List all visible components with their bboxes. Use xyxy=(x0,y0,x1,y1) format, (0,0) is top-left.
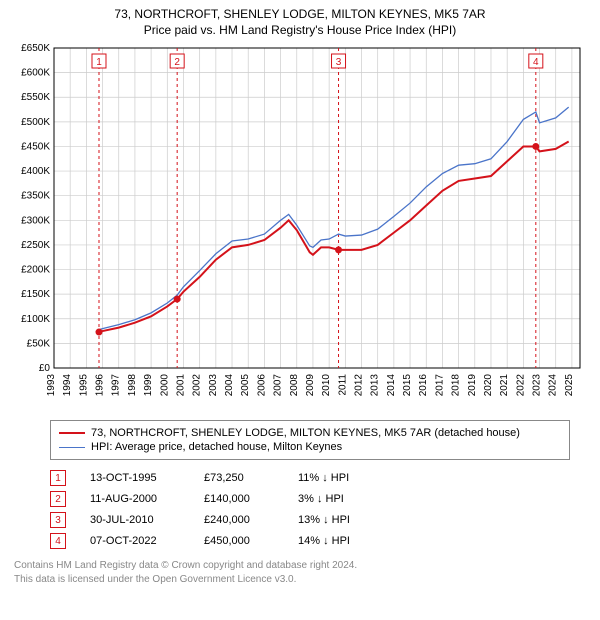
sale-date: 07-OCT-2022 xyxy=(90,535,180,547)
svg-text:£600K: £600K xyxy=(21,68,50,79)
svg-text:2: 2 xyxy=(174,57,180,68)
svg-text:£550K: £550K xyxy=(21,93,50,104)
sale-price: £240,000 xyxy=(204,514,274,526)
sale-table: 1 13-OCT-1995 £73,250 11% ↓ HPI 2 11-AUG… xyxy=(50,470,570,549)
footer-line2: This data is licensed under the Open Gov… xyxy=(14,573,590,587)
svg-text:£0: £0 xyxy=(39,363,51,374)
svg-text:2011: 2011 xyxy=(337,374,348,396)
page: 73, NORTHCROFT, SHENLEY LODGE, MILTON KE… xyxy=(0,0,600,620)
svg-text:1: 1 xyxy=(96,57,102,68)
svg-text:1993: 1993 xyxy=(46,374,57,397)
svg-text:2023: 2023 xyxy=(532,374,543,397)
sale-pct: 11% ↓ HPI xyxy=(298,472,388,484)
footer: Contains HM Land Registry data © Crown c… xyxy=(14,559,590,586)
legend-label-property: 73, NORTHCROFT, SHENLEY LODGE, MILTON KE… xyxy=(91,427,520,439)
title-line1: 73, NORTHCROFT, SHENLEY LODGE, MILTON KE… xyxy=(0,6,600,22)
svg-text:£250K: £250K xyxy=(21,240,50,251)
svg-text:£650K: £650K xyxy=(21,43,50,54)
svg-text:£100K: £100K xyxy=(21,314,50,325)
svg-text:2007: 2007 xyxy=(273,374,284,397)
svg-text:2000: 2000 xyxy=(159,374,170,397)
svg-text:£400K: £400K xyxy=(21,166,50,177)
svg-text:1997: 1997 xyxy=(111,374,122,397)
svg-text:1998: 1998 xyxy=(127,374,138,397)
footer-line1: Contains HM Land Registry data © Crown c… xyxy=(14,559,590,573)
svg-text:2021: 2021 xyxy=(499,374,510,397)
svg-text:£150K: £150K xyxy=(21,290,50,301)
sale-price: £73,250 xyxy=(204,472,274,484)
sale-price: £140,000 xyxy=(204,493,274,505)
svg-text:2013: 2013 xyxy=(370,374,381,397)
sale-price: £450,000 xyxy=(204,535,274,547)
sale-date: 30-JUL-2010 xyxy=(90,514,180,526)
svg-text:£500K: £500K xyxy=(21,117,50,128)
svg-text:2002: 2002 xyxy=(192,374,203,397)
table-row: 1 13-OCT-1995 £73,250 11% ↓ HPI xyxy=(50,470,570,486)
svg-text:4: 4 xyxy=(533,57,539,68)
legend-label-hpi: HPI: Average price, detached house, Milt… xyxy=(91,441,342,453)
chart-area: £0 £50K £100K £150K £200K £250K £300K £350K £400… xyxy=(10,42,590,412)
legend: 73, NORTHCROFT, SHENLEY LODGE, MILTON KE… xyxy=(50,420,570,460)
table-row: 4 07-OCT-2022 £450,000 14% ↓ HPI xyxy=(50,533,570,549)
svg-text:2015: 2015 xyxy=(402,374,413,397)
sale-pct: 14% ↓ HPI xyxy=(298,535,388,547)
legend-row-property: 73, NORTHCROFT, SHENLEY LODGE, MILTON KE… xyxy=(59,427,561,439)
svg-text:£200K: £200K xyxy=(21,265,50,276)
svg-text:£50K: £50K xyxy=(27,339,51,350)
svg-text:1996: 1996 xyxy=(95,374,106,397)
marker-badge: 1 xyxy=(50,470,66,486)
svg-text:2010: 2010 xyxy=(321,374,332,397)
svg-text:1994: 1994 xyxy=(62,374,73,397)
svg-text:2018: 2018 xyxy=(451,374,462,397)
svg-text:2009: 2009 xyxy=(305,374,316,397)
svg-text:2016: 2016 xyxy=(418,374,429,397)
svg-text:3: 3 xyxy=(336,57,342,68)
table-row: 3 30-JUL-2010 £240,000 13% ↓ HPI xyxy=(50,512,570,528)
sale-pct: 3% ↓ HPI xyxy=(298,493,388,505)
marker-badge: 3 xyxy=(50,512,66,528)
marker-badge: 2 xyxy=(50,491,66,507)
sale-date: 11-AUG-2000 xyxy=(90,493,180,505)
chart-title: 73, NORTHCROFT, SHENLEY LODGE, MILTON KE… xyxy=(0,0,600,38)
svg-text:2003: 2003 xyxy=(208,374,219,397)
svg-text:2022: 2022 xyxy=(515,374,526,397)
svg-text:2014: 2014 xyxy=(386,374,397,397)
svg-text:2012: 2012 xyxy=(354,374,365,397)
sale-date: 13-OCT-1995 xyxy=(90,472,180,484)
svg-text:2020: 2020 xyxy=(483,374,494,397)
svg-text:£300K: £300K xyxy=(21,216,50,227)
sale-pct: 13% ↓ HPI xyxy=(298,514,388,526)
svg-text:2024: 2024 xyxy=(548,374,559,397)
marker-badge: 4 xyxy=(50,533,66,549)
svg-text:2001: 2001 xyxy=(175,374,186,397)
svg-text:2004: 2004 xyxy=(224,374,235,397)
svg-text:2019: 2019 xyxy=(467,374,478,397)
chart-svg: £0 £50K £100K £150K £200K £250K £300K £350K £400… xyxy=(10,42,590,412)
svg-text:2017: 2017 xyxy=(434,374,445,397)
svg-text:2025: 2025 xyxy=(564,374,575,397)
table-row: 2 11-AUG-2000 £140,000 3% ↓ HPI xyxy=(50,491,570,507)
legend-row-hpi: HPI: Average price, detached house, Milt… xyxy=(59,441,561,453)
svg-text:1999: 1999 xyxy=(143,374,154,397)
title-line2: Price paid vs. HM Land Registry's House … xyxy=(0,22,600,38)
svg-text:2006: 2006 xyxy=(256,374,267,397)
svg-text:£450K: £450K xyxy=(21,142,50,153)
svg-text:1995: 1995 xyxy=(78,374,89,397)
legend-swatch-hpi xyxy=(59,447,85,449)
legend-swatch-property xyxy=(59,432,85,434)
svg-text:2008: 2008 xyxy=(289,374,300,397)
svg-text:2005: 2005 xyxy=(240,374,251,397)
svg-text:£350K: £350K xyxy=(21,191,50,202)
